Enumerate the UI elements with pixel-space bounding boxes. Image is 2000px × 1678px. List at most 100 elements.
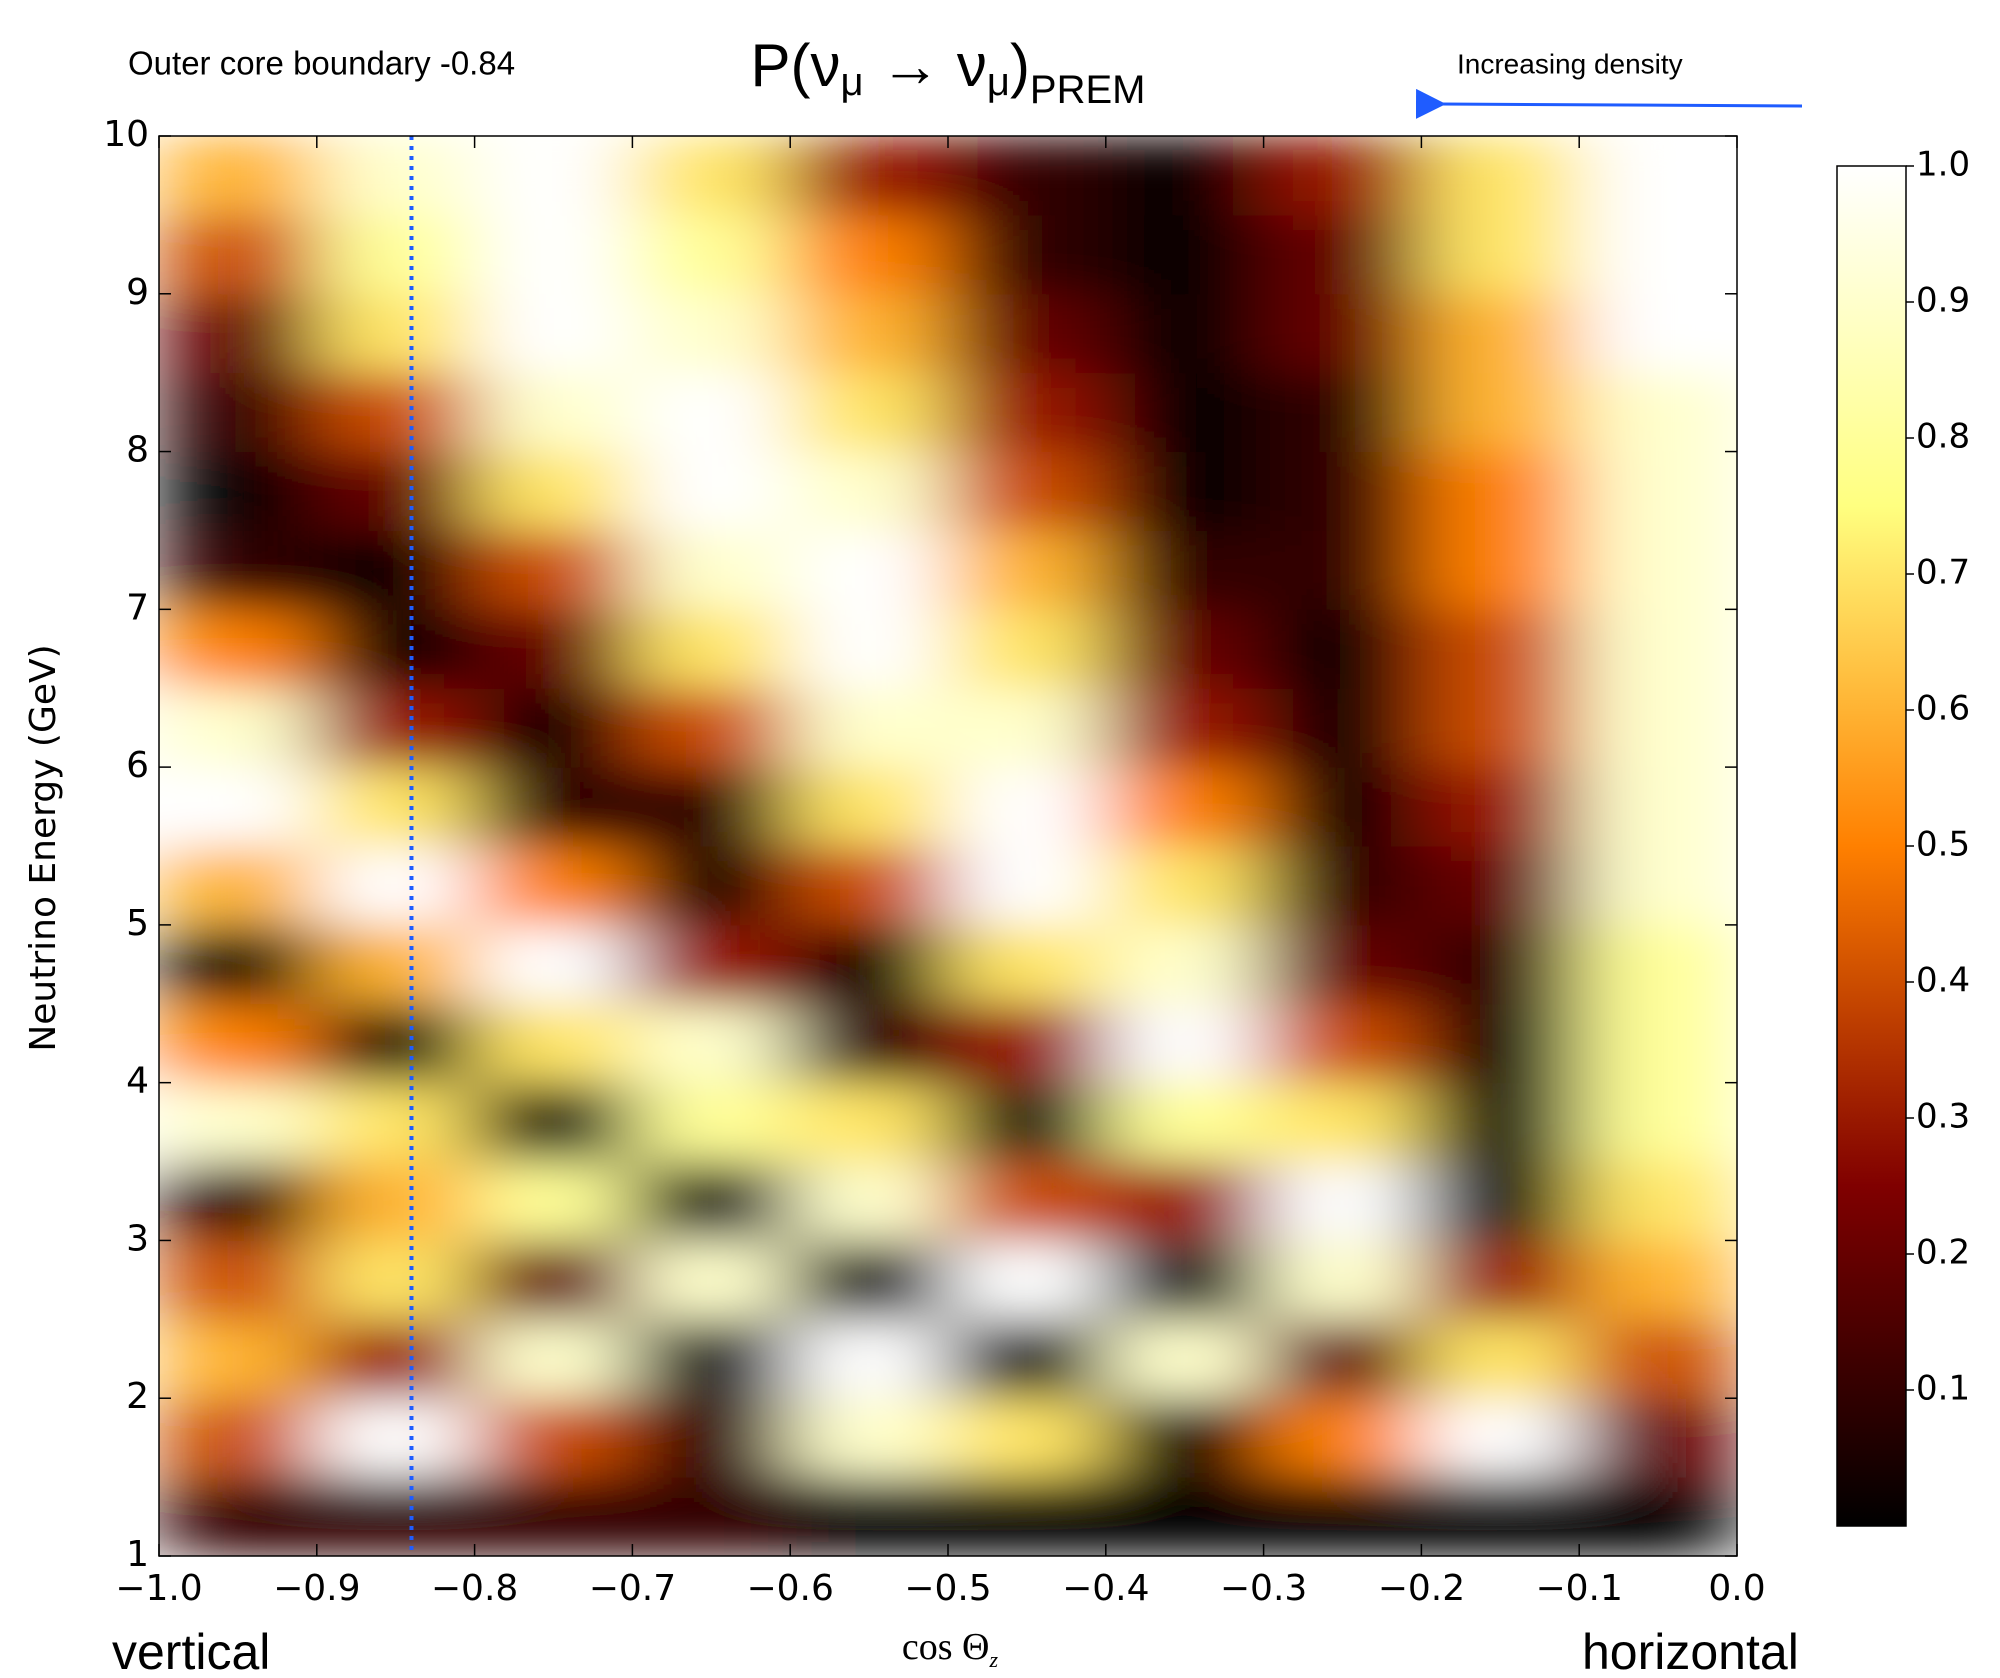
x-tick-label: −0.2	[1378, 1568, 1465, 1609]
heat-cell	[631, 1476, 791, 1556]
x-tick-label: −0.5	[904, 1568, 991, 1609]
heat-cell	[474, 924, 633, 1005]
heat-cell	[789, 687, 949, 768]
heat-cell	[1578, 1318, 1737, 1399]
heat-cell	[159, 214, 318, 295]
heat-cell	[947, 214, 1107, 295]
heat-cell	[159, 766, 318, 847]
y-axis-label: Neutrino Energy (GeV)	[23, 644, 64, 1051]
axes: −1.0 −0.9 −0.8 −0.7 −0.6 −0.5 −0.4 −0.3 −0.2 −0.1…	[103, 114, 1970, 1609]
heat-cell	[1578, 293, 1737, 374]
y-tick-label: 6	[126, 745, 149, 786]
heat-cell	[1263, 214, 1422, 295]
heat-cell	[1105, 1397, 1265, 1478]
heat-cell	[631, 1082, 791, 1163]
heat-cell	[789, 1161, 949, 1241]
heat-cell	[1263, 608, 1422, 689]
heat-cell	[1263, 1161, 1422, 1241]
heat-cell	[1578, 1161, 1737, 1241]
heat-cell	[159, 1476, 318, 1556]
heat-cell	[474, 214, 633, 295]
heat-cell	[947, 1003, 1107, 1084]
heat-cell	[1105, 845, 1265, 926]
colorbar-tick-label: 0.2	[1916, 1233, 1970, 1273]
colorbar-tick-label: 0.4	[1916, 961, 1970, 1001]
heat-cell	[789, 214, 949, 295]
heat-cell	[789, 1003, 949, 1084]
heat-cell	[1578, 214, 1737, 295]
heat-cell	[474, 529, 633, 610]
title-sub: PREM	[1030, 68, 1146, 112]
heat-cell	[947, 1082, 1107, 1163]
heat-cell	[947, 1318, 1107, 1399]
heat-cell	[789, 1318, 949, 1399]
heat-cell	[631, 924, 791, 1005]
heat-cell	[316, 1476, 476, 1556]
heat-cell	[316, 293, 476, 374]
heat-cell	[1578, 1003, 1737, 1084]
heat-cell	[1105, 1082, 1265, 1163]
heat-cell	[474, 1397, 633, 1478]
heat-cell	[474, 608, 633, 689]
heat-cell	[789, 1239, 949, 1320]
heat-cell	[1578, 1082, 1737, 1163]
heat-cell	[316, 1161, 476, 1241]
heat-cell	[1263, 1239, 1422, 1320]
colorbar-tick-label: 0.9	[1916, 281, 1970, 321]
colorbar-tick-label: 0.5	[1916, 825, 1970, 865]
title-part: )	[1010, 32, 1030, 99]
heat-cell	[1420, 1239, 1580, 1320]
heat-cell	[474, 293, 633, 374]
heat-cell	[1420, 1476, 1580, 1556]
heat-cell	[316, 1082, 476, 1163]
colorbar-tick-label: 0.7	[1916, 553, 1970, 593]
heat-cell	[631, 1397, 791, 1478]
heat-cell	[159, 1082, 318, 1163]
heat-cell	[474, 845, 633, 926]
heat-cell	[631, 136, 791, 216]
x-tick-label: −0.7	[589, 1568, 676, 1609]
heat-cell	[1578, 766, 1737, 847]
heat-cell	[631, 1003, 791, 1084]
heat-cell	[1420, 1397, 1580, 1478]
heat-cell	[631, 766, 791, 847]
heat-cell	[1105, 608, 1265, 689]
heat-cell	[947, 1161, 1107, 1241]
heat-cell	[947, 766, 1107, 847]
x-tick-label: −0.9	[273, 1568, 360, 1609]
colorbar-tick-label: 0.1	[1916, 1369, 1970, 1409]
heat-cell	[1105, 214, 1265, 295]
heat-cell	[1263, 1082, 1422, 1163]
heat-cell	[789, 1397, 949, 1478]
heat-cell	[1420, 529, 1580, 610]
heat-cell	[947, 924, 1107, 1005]
heat-cell	[159, 1239, 318, 1320]
heat-cell	[789, 608, 949, 689]
heat-cell	[1578, 845, 1737, 926]
x-tick-label: −0.4	[1062, 1568, 1149, 1609]
x-axis-label: cos Θz	[902, 1626, 999, 1672]
heat-cell	[947, 293, 1107, 374]
colorbar-tick-label: 0.6	[1916, 689, 1970, 729]
heat-cell	[474, 1161, 633, 1241]
heat-cell	[1105, 372, 1265, 453]
heat-cell	[789, 924, 949, 1005]
heat-cell	[1105, 687, 1265, 768]
heat-cell	[947, 845, 1107, 926]
x-tick-label: 0.0	[1708, 1568, 1765, 1609]
heat-cell	[1420, 136, 1580, 216]
heat-cell	[474, 451, 633, 531]
heat-cell	[1578, 924, 1737, 1005]
heat-cell	[474, 687, 633, 768]
heat-cell	[631, 214, 791, 295]
heat-cell	[316, 1003, 476, 1084]
heat-cell	[631, 1239, 791, 1320]
heat-cell	[159, 1161, 318, 1241]
heat-cell	[1420, 372, 1580, 453]
heat-cell	[631, 687, 791, 768]
heat-cell	[316, 372, 476, 453]
title-part: → ν	[864, 32, 987, 99]
heatmap-cells	[159, 136, 1737, 1556]
heat-cell	[1105, 1318, 1265, 1399]
